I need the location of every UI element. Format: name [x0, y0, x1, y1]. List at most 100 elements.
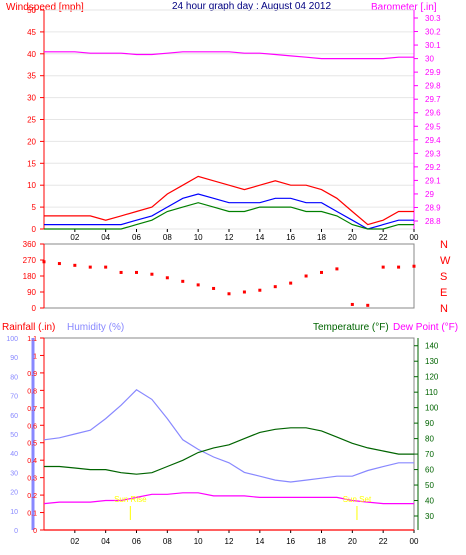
direction-tick-label: 360 [23, 240, 37, 249]
barometer-tick-label: 29.4 [425, 136, 441, 145]
panel1-x-tick-label: 10 [194, 233, 203, 242]
temperature-tick-label: 90 [425, 419, 434, 428]
windspeed-tick-label: 0 [32, 225, 37, 234]
panel1-series-line [44, 202, 414, 230]
temperature-tick-label: 70 [425, 450, 434, 459]
panel1-series-line [44, 175, 414, 226]
compass-label: N [440, 303, 448, 315]
panel3-x-tick-label: 14 [255, 537, 264, 546]
barometer-tick-label: 28.9 [425, 203, 441, 212]
panel3-x-tick-label: 00 [410, 537, 419, 546]
sun-marker-label: Sun Set [343, 495, 372, 504]
barometer-tick-label: 29.7 [425, 95, 441, 104]
rain-tick-label: 0.8 [27, 388, 37, 395]
direction-point [397, 265, 401, 269]
barometer-tick-label: 30.3 [425, 14, 441, 23]
panel1-series-line [44, 51, 414, 60]
rain-tick-label: 0.1 [27, 511, 37, 518]
direction-point [104, 265, 108, 269]
panel3-series-line [43, 492, 414, 505]
humidity-tick-label: 20 [10, 490, 18, 497]
humidity-tick-label: 40 [10, 451, 18, 458]
chart-title: 24 hour graph day : August 04 2012 [172, 1, 331, 12]
direction-ticks: 0 90 180 270 360 [23, 240, 45, 313]
rain-tick-label: 0.7 [27, 406, 37, 413]
humidity-tick-label: 10 [10, 509, 18, 516]
direction-point [88, 265, 92, 269]
rain-tick-label: 0.6 [27, 423, 37, 430]
temperature-tick-label: 130 [425, 357, 439, 366]
barometer-tick-label: 29.8 [425, 82, 441, 91]
temperature-tick-label: 40 [425, 497, 434, 506]
direction-point [135, 270, 138, 274]
panel-direction-frame [43, 243, 415, 309]
barometer-tick-label: 30.2 [425, 28, 441, 37]
panel3-x-tick-label: 12 [225, 537, 234, 546]
panel1-x-tick-label: 04 [101, 233, 110, 242]
direction-point [242, 290, 246, 294]
barometer-tick-label: 29.2 [425, 163, 441, 172]
direction-tick-label: 90 [27, 288, 36, 297]
direction-point [150, 272, 154, 276]
panel3-series [43, 389, 414, 531]
panel1-x-ticks: 02 04 06 08 10 12 14 16 18 20 22 00 [70, 229, 419, 242]
panel1-x-tick-label: 02 [70, 233, 79, 242]
barometer-axis-label: Barometer [.in] [371, 2, 437, 13]
compass-label: S [440, 271, 447, 283]
humidity-tick-label: 60 [10, 413, 18, 420]
barometer-tick-label: 30 [425, 55, 434, 64]
panel1-x-tick-label: 06 [132, 233, 141, 242]
windspeed-tick-label: 30 [27, 94, 36, 103]
barometer-tick-label: 29.9 [425, 68, 441, 77]
panel1-x-tick-label: 14 [255, 233, 264, 242]
humidity-tick-label: 0 [14, 528, 18, 535]
humidity-ticks: 0 10 20 30 40 50 60 70 80 90 100 [6, 336, 18, 535]
panel-temp-frame [43, 337, 415, 531]
panel3-x-tick-label: 22 [379, 537, 388, 546]
direction-tick-label: 180 [23, 272, 37, 281]
humidity-tick-label: 30 [10, 470, 18, 477]
panel-wind-barometer: Windspeed [mph] 24 hour graph day : Augu… [6, 1, 441, 242]
rain-tick-label: 0.3 [27, 476, 37, 483]
direction-point [42, 260, 46, 264]
panel1-series-line [44, 193, 414, 230]
direction-point [366, 303, 370, 307]
panel1-x-tick-label: 20 [348, 233, 357, 242]
rain-tick-label: 0 [33, 528, 37, 535]
rain-tick-label: 0.2 [27, 493, 37, 500]
panel3-x-tick-label: 20 [348, 537, 357, 546]
panel1-x-tick-label: 18 [317, 233, 326, 242]
windspeed-axis-label: Windspeed [mph] [6, 2, 84, 13]
direction-tick-label: 270 [23, 256, 37, 265]
windspeed-tick-label: 40 [27, 50, 36, 59]
barometer-tick-label: 30.1 [425, 41, 441, 50]
windspeed-tick-label: 45 [27, 28, 36, 37]
barometer-tick-label: 29.1 [425, 176, 441, 185]
sun-marker-label: Sun Rise [114, 495, 147, 504]
temperature-tick-label: 100 [425, 404, 439, 413]
temperature-tick-label: 120 [425, 373, 439, 382]
direction-point [335, 267, 339, 271]
windspeed-tick-label: 35 [27, 72, 36, 81]
direction-tick-label: 0 [32, 304, 37, 313]
panel1-x-tick-label: 22 [379, 233, 388, 242]
rain-ticks: 0 0.1 0.2 0.3 0.4 0.5 0.6 0.7 0.8 0.9 1 1.1 [27, 336, 45, 535]
rain-tick-label: 0.5 [27, 441, 37, 448]
compass-label: W [440, 255, 451, 267]
direction-point [381, 265, 385, 269]
temperature-axis-label: Temperature (°F) [313, 322, 389, 333]
humidity-tick-label: 90 [10, 355, 18, 362]
panel1-x-tick-label: 00 [410, 233, 419, 242]
windspeed-tick-label: 5 [32, 203, 37, 212]
temperature-tick-label: 50 [425, 481, 434, 490]
humidity-tick-label: 100 [6, 336, 18, 343]
rain-tick-label: 0.4 [27, 458, 37, 465]
temperature-tick-label: 110 [425, 388, 438, 397]
direction-point [412, 264, 416, 268]
panel3-x-tick-label: 18 [317, 537, 326, 546]
panel3-series-line [43, 389, 414, 483]
humidity-tick-label: 50 [10, 432, 18, 439]
panel1-x-tick-label: 08 [163, 233, 172, 242]
